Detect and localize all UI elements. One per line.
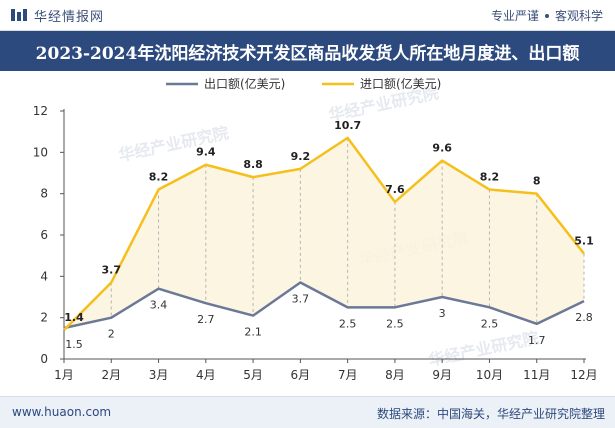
footer-source: 数据来源：中国海关，华经产业研究院整理 xyxy=(376,407,605,421)
tagline: 专业严谨 客观科学 xyxy=(491,7,603,24)
data-label-import: 8 xyxy=(533,175,541,188)
data-label-export: 3.4 xyxy=(150,299,168,312)
data-label-import: 3.7 xyxy=(102,264,122,277)
x-tick-label: 2月 xyxy=(101,368,121,382)
x-tick-label: 12月 xyxy=(570,368,597,382)
footer-url: www.huaon.com xyxy=(12,405,112,419)
data-label-import: 9.4 xyxy=(196,146,216,159)
x-tick-label: 7月 xyxy=(338,368,358,382)
data-label-export: 1.7 xyxy=(528,334,546,347)
x-tick-label: 9月 xyxy=(432,368,452,382)
y-tick-label: 4 xyxy=(40,269,48,283)
series-line-import xyxy=(63,136,585,331)
data-label-export: 1.5 xyxy=(65,338,83,351)
watermark: 华经产业研究院 xyxy=(427,328,541,370)
x-tick-label: 4月 xyxy=(196,368,216,382)
x-tick-label: 5月 xyxy=(243,368,263,382)
data-label-export: 2.8 xyxy=(575,311,593,324)
data-label-export: 2.5 xyxy=(339,317,357,330)
data-label-import: 8.2 xyxy=(149,171,169,184)
data-label-import: 7.6 xyxy=(385,183,405,196)
chart-title: 2023-2024年沈阳经济技术开发区商品收发货人所在地月度进、出口额 xyxy=(0,31,615,71)
area-band xyxy=(64,137,584,331)
data-label-import: 8.8 xyxy=(243,158,263,171)
data-label-import: 9.6 xyxy=(432,142,452,155)
y-tick-label: 10 xyxy=(33,145,48,159)
y-tick-label: 12 xyxy=(33,104,48,118)
data-label-export: 2.5 xyxy=(386,317,404,330)
data-label-import: 10.7 xyxy=(334,119,361,132)
y-tick-label: 8 xyxy=(40,187,48,201)
footer: www.huaon.com 数据来源：中国海关，华经产业研究院整理 xyxy=(0,396,615,428)
data-label-export: 2.5 xyxy=(481,317,499,330)
data-label-export: 2 xyxy=(108,328,115,341)
tagline-left: 专业严谨 xyxy=(490,9,539,23)
x-tick-label: 3月 xyxy=(149,368,169,382)
y-tick-label: 6 xyxy=(40,228,48,242)
x-tick-label: 6月 xyxy=(291,368,311,382)
x-tick-label: 1月 xyxy=(54,368,74,382)
brand: 华经情报网 xyxy=(10,5,104,25)
data-label-import: 5.1 xyxy=(574,235,594,248)
y-tick-label: 2 xyxy=(40,311,48,325)
data-label-export: 2.7 xyxy=(197,313,215,326)
tagline-dot-icon xyxy=(544,13,549,18)
data-label-import: 8.2 xyxy=(480,171,500,184)
data-label-export: 3 xyxy=(439,307,446,320)
legend-label-export: 出口额(亿美元) xyxy=(204,76,285,91)
legend-label-import: 进口额(亿美元) xyxy=(360,76,441,91)
data-label-export: 2.1 xyxy=(244,326,262,339)
y-tick-label: 0 xyxy=(40,352,48,366)
data-label-import: 9.2 xyxy=(291,150,311,163)
x-tick-label: 11月 xyxy=(523,368,550,382)
top-bar: 华经情报网 专业严谨 客观科学 xyxy=(0,0,615,31)
tagline-right: 客观科学 xyxy=(554,9,603,23)
line-chart: 华经产业研究院华经产业研究院华经产业研究院华经产业研究院出口额(亿美元)进口额(… xyxy=(33,76,598,382)
x-tick-label: 10月 xyxy=(476,368,503,382)
x-tick-label: 8月 xyxy=(385,368,405,382)
data-label-import: 1.4 xyxy=(64,311,84,324)
data-label-export: 3.7 xyxy=(292,293,310,306)
series-line-export xyxy=(63,281,585,330)
brand-name: 华经情报网 xyxy=(34,9,105,25)
brand-logo-icon xyxy=(11,9,27,21)
